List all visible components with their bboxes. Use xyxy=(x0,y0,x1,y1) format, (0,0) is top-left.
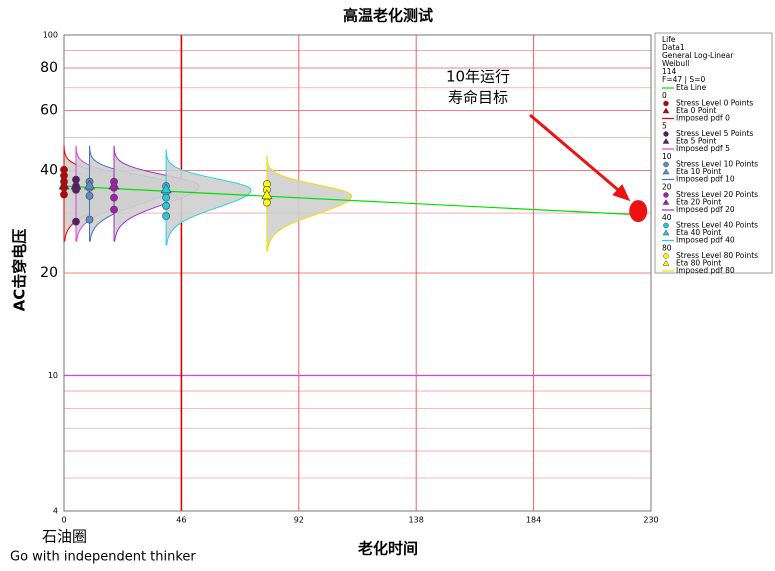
eta-point xyxy=(108,179,120,190)
plot-frame xyxy=(63,34,652,512)
legend-label: Imposed pdf 5 xyxy=(676,144,730,153)
annotation-text: 寿命目标 xyxy=(448,89,508,107)
legend-label: Stress Level 5 Points xyxy=(676,129,753,138)
legend-label: Imposed pdf 10 xyxy=(676,175,735,184)
legend-swatch xyxy=(663,100,669,107)
annotation-text: 10年运行 xyxy=(446,68,510,86)
y-tick-label: 10 xyxy=(48,371,58,380)
legend-header: 114 xyxy=(662,67,677,76)
legend-label: Stress Level 10 Points xyxy=(676,160,758,169)
legend-box xyxy=(654,32,773,274)
legend-label: Stress Level 0 Points xyxy=(676,99,753,108)
legend-header: Life xyxy=(662,35,676,44)
legend-label: Imposed pdf 0 xyxy=(676,114,730,123)
legend-group: 10 xyxy=(662,152,672,161)
legend-swatch xyxy=(663,161,669,168)
annotation-arrow xyxy=(529,113,626,197)
data-point xyxy=(60,190,68,199)
eta-line xyxy=(63,185,644,216)
y-tick-label: 20 xyxy=(40,265,58,281)
legend-label: Eta Line xyxy=(676,83,707,92)
legend-group: 5 xyxy=(662,122,667,131)
legend-label: Stress Level 40 Points xyxy=(676,221,758,230)
watermark: Go with independent thinker xyxy=(10,550,196,565)
legend-swatch xyxy=(662,138,670,144)
eta-point xyxy=(160,183,172,194)
legend-header: Data1 xyxy=(662,43,685,52)
legend-swatch xyxy=(662,199,670,205)
legend-label: Imposed pdf 20 xyxy=(676,205,735,214)
eta-point xyxy=(58,179,70,190)
legend-swatch xyxy=(663,192,669,198)
legend-label: Eta 20 Point xyxy=(676,198,721,207)
legend-swatch xyxy=(662,229,670,236)
x-tick-label: 230 xyxy=(643,516,658,525)
eta-point xyxy=(70,179,82,190)
legend-group: 40 xyxy=(662,213,672,222)
data-point xyxy=(162,193,170,202)
x-tick-label: 92 xyxy=(294,516,304,525)
legend-label: Stress Level 80 Points xyxy=(676,251,758,260)
legend-label: Stress Level 20 Points xyxy=(676,190,758,199)
x-tick-label: 0 xyxy=(61,516,66,525)
data-point xyxy=(85,215,94,224)
legend-label: Eta 80 Point xyxy=(676,259,721,268)
legend-swatch xyxy=(662,168,670,175)
target-marker xyxy=(629,200,648,223)
x-tick-label: 138 xyxy=(409,516,424,525)
data-point xyxy=(162,201,170,210)
legend-swatch xyxy=(663,131,669,137)
x-axis-label: 老化时间 xyxy=(357,540,418,558)
legend-swatch xyxy=(663,222,669,229)
legend-label: Imposed pdf 80 xyxy=(676,266,735,275)
x-tick-label: 184 xyxy=(526,516,541,525)
legend-label: Eta 5 Point xyxy=(676,137,716,146)
legend-label: Imposed pdf 40 xyxy=(676,236,735,245)
data-point xyxy=(85,191,94,200)
y-tick-label: 80 xyxy=(40,60,58,76)
data-point xyxy=(110,193,118,202)
x-tick-label: 46 xyxy=(176,516,186,525)
legend-header: F=47 | S=0 xyxy=(662,75,705,84)
legend-group: 20 xyxy=(662,183,672,192)
legend-swatch xyxy=(662,107,670,114)
watermark: 石油圈 xyxy=(42,528,87,546)
legend-label: Eta 40 Point xyxy=(676,228,721,237)
y-tick-label: 4 xyxy=(53,507,58,516)
legend-header: General Log-Linear xyxy=(662,51,734,60)
legend-swatch xyxy=(663,253,669,259)
data-point xyxy=(72,217,80,226)
y-tick-label: 100 xyxy=(43,31,58,40)
pdf-shape xyxy=(165,149,252,246)
y-axis-label: AC击穿电压 xyxy=(11,229,29,312)
legend-header: Weibull xyxy=(662,59,689,68)
legend-group: 80 xyxy=(662,244,672,253)
eta-point xyxy=(84,179,96,190)
legend-label: Eta 0 Point xyxy=(676,106,716,115)
y-tick-label: 40 xyxy=(40,162,58,178)
y-tick-label: 60 xyxy=(40,103,58,119)
chart-title: 高温老化测试 xyxy=(343,7,433,25)
legend-label: Eta 10 Point xyxy=(676,167,721,176)
data-point xyxy=(262,198,271,207)
arrow-head xyxy=(612,184,631,202)
data-point xyxy=(110,205,118,214)
data-point xyxy=(162,212,170,220)
legend-group: 0 xyxy=(662,91,667,100)
legend-swatch xyxy=(662,260,670,266)
eta-point xyxy=(261,189,273,200)
